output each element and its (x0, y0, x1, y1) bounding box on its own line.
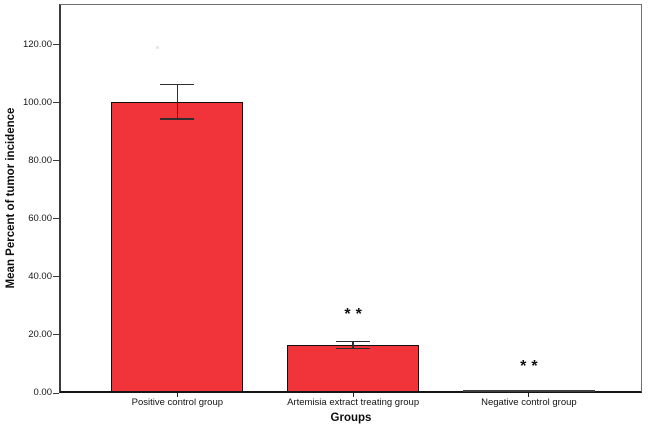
error-bar-line (176, 84, 179, 119)
bar (287, 344, 420, 391)
y-tick-mark (53, 160, 59, 162)
error-bar-cap-top (336, 340, 371, 343)
y-tick-mark (53, 218, 59, 220)
y-tick-mark (53, 44, 59, 46)
y-axis-title: Mean Percent of tumor incidence (5, 107, 17, 289)
error-bar-cap-bottom (336, 347, 371, 350)
x-tick-mark (176, 393, 178, 397)
x-category-label: Negative control group (481, 397, 577, 408)
y-tick-label: 100.00 (22, 96, 52, 108)
y-tick-label: 120.00 (22, 38, 52, 50)
y-tick-label: 40.00 (28, 270, 52, 282)
error-bar-cap-top (160, 83, 195, 86)
stray-mark (156, 46, 159, 49)
bar (111, 101, 244, 391)
y-tick-mark (53, 276, 59, 278)
x-tick-mark (352, 393, 354, 397)
error-bar-line (352, 341, 354, 349)
error-bar-cap-bottom (160, 118, 195, 120)
x-axis-title: Groups (330, 412, 372, 424)
x-category-label: Artemisia extract treating group (287, 397, 420, 408)
zero-height-bar (462, 389, 595, 392)
significance-stars: ** (344, 306, 367, 324)
y-tick-label: 60.00 (28, 212, 52, 224)
y-tick-mark (53, 334, 59, 336)
y-tick-mark (53, 392, 59, 394)
y-tick-mark (53, 102, 59, 104)
significance-stars: ** (520, 358, 543, 375)
x-tick-mark (528, 393, 530, 397)
y-tick-label: 0.00 (33, 387, 53, 398)
x-category-label: Positive control group (131, 397, 224, 408)
y-tick-label: 20.00 (28, 328, 52, 340)
y-tick-label: 80.00 (28, 154, 52, 166)
